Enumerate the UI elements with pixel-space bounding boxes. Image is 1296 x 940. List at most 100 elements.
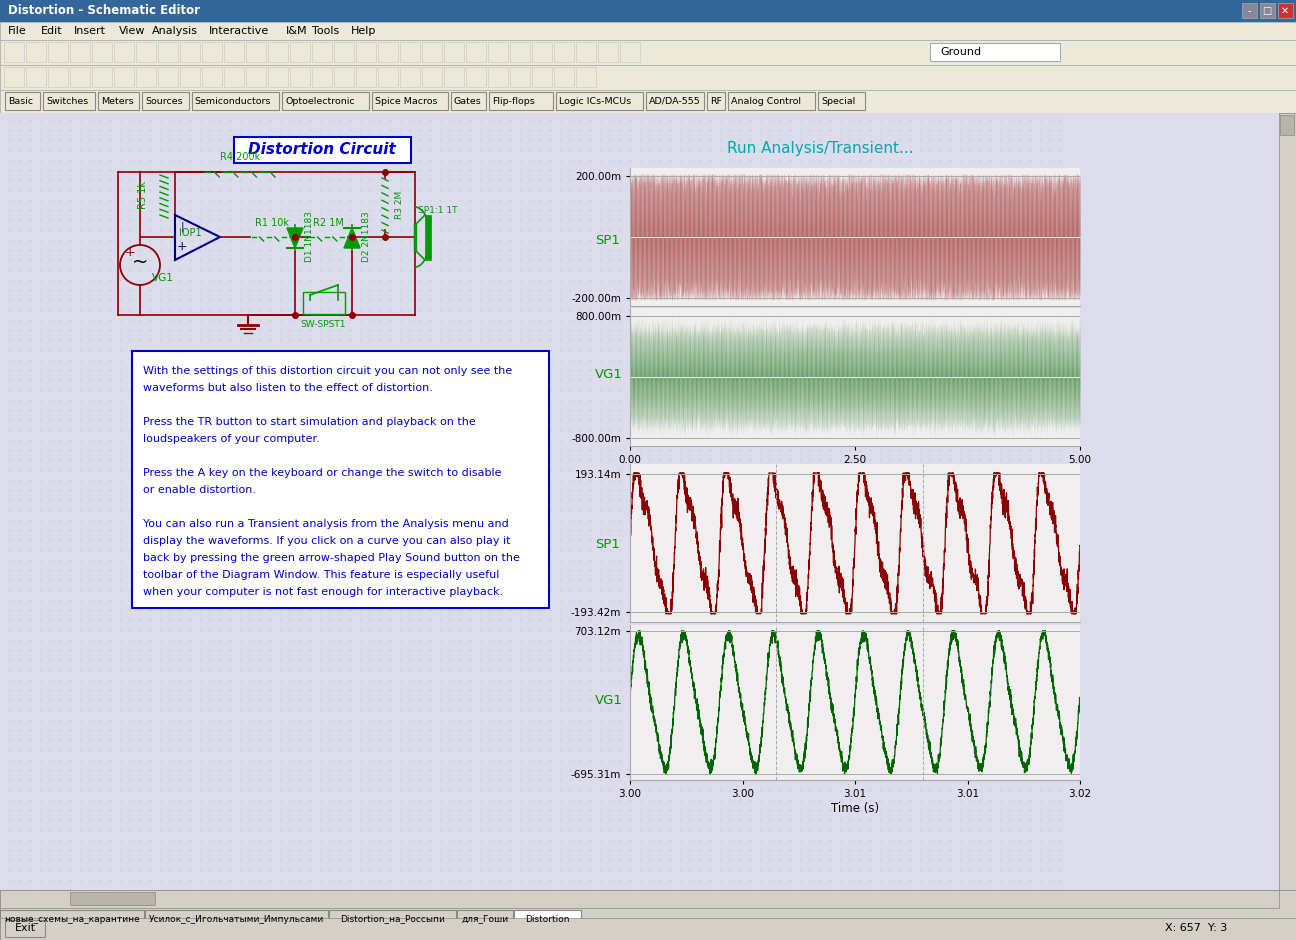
Bar	[290, 42, 310, 62]
Bar	[728, 92, 815, 110]
Polygon shape	[343, 228, 360, 248]
Text: SP1:1 1T: SP1:1 1T	[419, 206, 457, 215]
Bar	[136, 42, 156, 62]
Bar	[445, 67, 464, 87]
Bar	[0, 22, 1296, 40]
Bar	[489, 92, 553, 110]
Text: RF: RF	[710, 97, 722, 105]
Bar	[136, 67, 156, 87]
Bar	[0, 113, 1279, 890]
Bar	[0, 0, 1296, 22]
Bar	[180, 67, 200, 87]
Text: Meters: Meters	[101, 97, 133, 105]
Text: Distortion: Distortion	[525, 915, 570, 923]
FancyBboxPatch shape	[235, 137, 411, 163]
Text: D2 2N1183: D2 2N1183	[362, 212, 371, 262]
Bar	[202, 42, 222, 62]
Bar	[5, 920, 45, 937]
Bar	[92, 42, 111, 62]
Text: Усилок_с_Игольчатыми_Импульсами: Усилок_с_Игольчатыми_Импульсами	[149, 915, 324, 923]
Bar	[283, 92, 369, 110]
Bar	[489, 42, 508, 62]
Text: toolbar of the Diagram Window. This feature is especially useful: toolbar of the Diagram Window. This feat…	[143, 570, 499, 580]
Bar	[372, 92, 448, 110]
Text: VG1: VG1	[595, 368, 623, 382]
Bar	[422, 67, 442, 87]
Bar	[556, 92, 643, 110]
Text: Spice Macros: Spice Macros	[376, 97, 438, 105]
Text: Switches: Switches	[45, 97, 88, 105]
Bar	[0, 890, 1279, 908]
Text: Press the TR button to start simulation and playback on the: Press the TR button to start simulation …	[143, 417, 476, 427]
Bar	[708, 92, 724, 110]
Text: Analog Control: Analog Control	[731, 97, 801, 105]
Bar	[312, 42, 332, 62]
Bar	[511, 67, 530, 87]
Text: для_Гоши: для_Гоши	[461, 915, 508, 923]
Text: IOP1: IOP1	[179, 228, 201, 238]
Text: or enable distortion.: or enable distortion.	[143, 485, 257, 495]
Bar	[48, 42, 67, 62]
Bar	[246, 67, 266, 87]
Bar	[70, 42, 89, 62]
Text: Sources: Sources	[145, 97, 183, 105]
Bar	[224, 67, 244, 87]
Bar	[515, 910, 581, 928]
Bar	[92, 67, 111, 87]
X-axis label: Time (s): Time (s)	[831, 802, 879, 815]
Text: Distortion - Schematic Editor: Distortion - Schematic Editor	[8, 5, 200, 18]
Bar	[303, 292, 345, 314]
Text: display the waveforms. If you click on a curve you can also play it: display the waveforms. If you click on a…	[143, 536, 511, 546]
Text: SW-SPST1: SW-SPST1	[301, 320, 346, 329]
Text: AD/DA-555: AD/DA-555	[649, 97, 701, 105]
Text: Help: Help	[351, 26, 376, 36]
Text: ✕: ✕	[1280, 6, 1290, 16]
Bar	[334, 67, 354, 87]
Bar	[312, 67, 332, 87]
Bar	[0, 910, 144, 928]
Bar	[457, 910, 513, 928]
Text: -: -	[1247, 6, 1251, 16]
Bar	[143, 92, 189, 110]
Bar	[114, 42, 133, 62]
Text: □: □	[1262, 6, 1271, 16]
Text: Analysis: Analysis	[152, 26, 197, 36]
Bar	[268, 67, 288, 87]
Bar	[4, 67, 25, 87]
Bar	[328, 910, 456, 928]
Bar	[224, 42, 244, 62]
Text: when your computer is not fast enough for interactive playback.: when your computer is not fast enough fo…	[143, 587, 503, 597]
Text: VG1: VG1	[152, 273, 174, 283]
Text: You can also run a Transient analysis from the Analysis menu and: You can also run a Transient analysis fr…	[143, 519, 509, 529]
Text: Special: Special	[820, 97, 855, 105]
Text: R1 10k: R1 10k	[255, 218, 289, 228]
Text: новые_схемы_на_карантине: новые_схемы_на_карантине	[4, 915, 140, 923]
Text: View: View	[119, 26, 145, 36]
Text: back by pressing the green arrow-shaped Play Sound button on the: back by pressing the green arrow-shaped …	[143, 553, 520, 563]
Bar	[1278, 3, 1293, 18]
Bar	[4, 42, 25, 62]
Bar	[489, 67, 508, 87]
Bar	[356, 67, 376, 87]
Polygon shape	[286, 228, 303, 248]
Bar	[356, 42, 376, 62]
Bar	[467, 42, 486, 62]
Bar	[145, 910, 328, 928]
Bar	[1279, 113, 1296, 890]
Bar	[180, 42, 200, 62]
Bar	[43, 92, 96, 110]
Bar	[158, 67, 178, 87]
Bar	[0, 890, 1296, 940]
Text: R5 1k: R5 1k	[137, 181, 148, 209]
Bar	[445, 42, 464, 62]
Bar	[451, 92, 486, 110]
Text: SP1: SP1	[595, 539, 619, 552]
Text: Interactive: Interactive	[209, 26, 270, 36]
Text: Exit: Exit	[14, 923, 35, 933]
Text: Tools: Tools	[312, 26, 340, 36]
Text: D1 1N1183: D1 1N1183	[305, 212, 314, 262]
Text: Run Analysis/Transient...: Run Analysis/Transient...	[727, 140, 914, 155]
Text: Semiconductors: Semiconductors	[194, 97, 271, 105]
Text: Press the A key on the keyboard or change the switch to disable: Press the A key on the keyboard or chang…	[143, 468, 502, 478]
Text: R3 2M: R3 2M	[395, 191, 404, 219]
